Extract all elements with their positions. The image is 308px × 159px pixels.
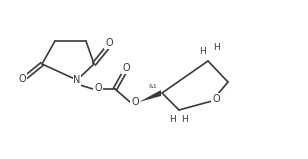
Text: O: O: [105, 38, 113, 48]
Text: H: H: [182, 115, 188, 124]
Text: O: O: [212, 94, 220, 104]
Text: H: H: [213, 42, 219, 52]
Text: O: O: [18, 74, 26, 84]
Text: O: O: [122, 63, 130, 73]
Text: N: N: [73, 75, 81, 85]
Text: O: O: [94, 83, 102, 93]
Polygon shape: [139, 90, 161, 102]
Text: H: H: [199, 46, 205, 55]
Text: O: O: [131, 97, 139, 107]
Text: &1: &1: [149, 83, 157, 89]
Text: H: H: [168, 115, 175, 124]
